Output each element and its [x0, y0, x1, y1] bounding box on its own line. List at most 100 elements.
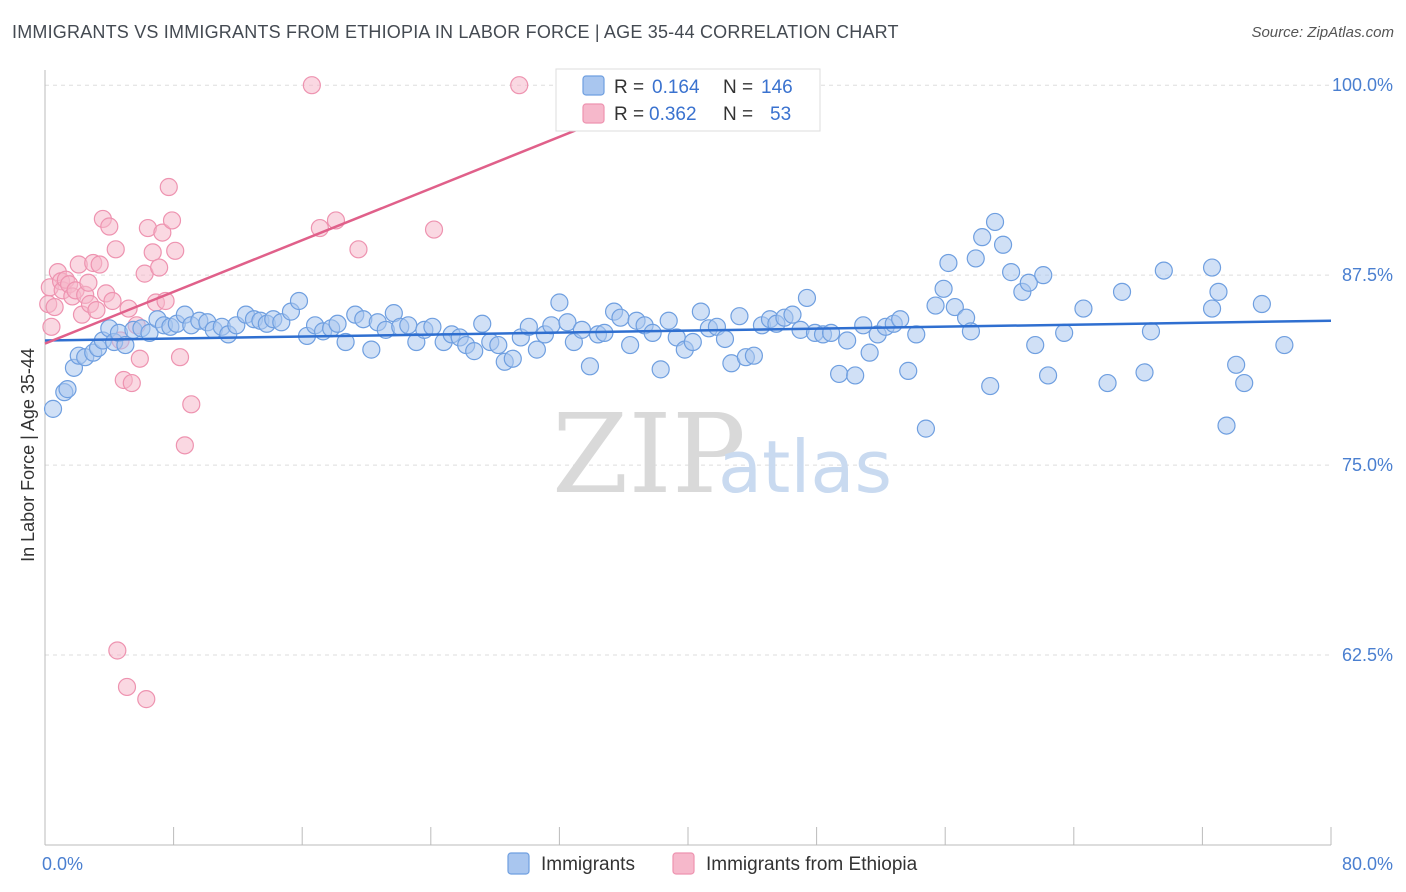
immigrants-point: [1235, 373, 1254, 393]
immigrants-point: [730, 307, 749, 326]
immigrants-point: [1074, 299, 1093, 318]
immigrants-point: [899, 361, 918, 380]
ethiopia-point: [100, 217, 119, 236]
immigrants-point: [939, 253, 958, 273]
immigrants-point: [1209, 282, 1228, 301]
x-axis-ticks: [44, 827, 1332, 845]
legend-r-value: 0.362: [649, 104, 697, 125]
ethiopia-point: [106, 240, 125, 259]
ethiopia-point: [182, 395, 201, 414]
ethiopia-point: [122, 373, 141, 393]
watermark-zip: ZIP: [552, 390, 746, 518]
ethiopia-point: [150, 258, 169, 277]
immigrants-point: [1135, 363, 1154, 382]
immigrants-point: [891, 310, 910, 329]
immigrants-point: [830, 364, 849, 384]
x-tick-label: 0.0%: [42, 854, 83, 874]
immigrants-point: [1098, 373, 1117, 393]
ethiopia-point: [79, 273, 98, 292]
immigrants-point: [503, 349, 522, 368]
immigrants-point: [744, 346, 764, 365]
immigrants-point: [1252, 294, 1271, 314]
immigrants-point: [43, 399, 63, 418]
ethiopia-point: [45, 297, 64, 317]
immigrants-point: [926, 296, 945, 315]
immigrants-point: [1141, 322, 1161, 341]
immigrants-point: [715, 329, 735, 349]
immigrants-point: [621, 335, 640, 355]
legend-r-value: 0.164: [652, 77, 700, 98]
series-legend: Immigrants Immigrants from Ethiopia: [507, 852, 918, 875]
immigrants-point: [519, 317, 538, 336]
immigrants-point: [945, 297, 964, 317]
immigrants-point: [1154, 261, 1173, 280]
immigrants-point: [651, 360, 670, 379]
legend-label-immigrants: Immigrants: [541, 854, 635, 875]
immigrants-point: [1019, 273, 1038, 292]
legend-r-label: R =: [614, 77, 644, 98]
immigrants-point: [465, 342, 484, 361]
immigrants-point: [1112, 282, 1132, 301]
x-tick-label: 80.0%: [1342, 854, 1393, 874]
immigrants-point: [558, 313, 577, 332]
y-axis-title: In Labor Force | Age 35-44: [18, 348, 38, 562]
legend-swatch-ethiopia: [672, 852, 695, 875]
immigrants-point: [542, 316, 561, 335]
immigrants-point: [966, 249, 985, 268]
immigrants-point: [838, 331, 857, 350]
ethiopia-point: [170, 348, 190, 367]
y-axis-tick-labels: 62.5% 75.0% 87.5% 100.0%: [1332, 75, 1393, 665]
ethiopia-point: [42, 317, 61, 336]
ethiopia-point: [143, 243, 162, 262]
immigrants-point: [572, 320, 592, 339]
ethiopia-point: [108, 641, 127, 660]
series-ethiopia-points: [39, 74, 575, 709]
y-tick-label: 62.5%: [1342, 645, 1393, 665]
chart-title: IMMIGRANTS VS IMMIGRANTS FROM ETHIOPIA I…: [12, 22, 899, 42]
immigrants-point: [527, 340, 546, 359]
immigrants-point: [783, 305, 802, 324]
immigrants-point: [1026, 335, 1045, 355]
legend-n-value: 146: [761, 77, 793, 98]
ethiopia-point: [424, 220, 444, 239]
ethiopia-point: [302, 76, 321, 95]
immigrants-point: [643, 323, 662, 342]
ethiopia-point: [166, 241, 185, 260]
immigrants-point: [116, 335, 135, 355]
immigrants-point: [860, 343, 879, 362]
immigrants-point: [1038, 366, 1058, 385]
immigrants-point: [1034, 266, 1053, 285]
immigrants-point: [1055, 323, 1074, 342]
legend-n-label: N =: [723, 104, 753, 125]
ethiopia-point: [510, 76, 529, 95]
immigrants-point: [1202, 299, 1222, 318]
immigrants-point: [854, 316, 873, 335]
immigrants-point: [981, 376, 1000, 396]
ethiopia-point: [175, 436, 194, 455]
ethiopia-point: [87, 300, 106, 320]
legend-n-label: N =: [723, 77, 753, 98]
legend-swatch-immigrants: [582, 75, 605, 96]
immigrants-point: [473, 314, 492, 333]
immigrants-point: [1202, 258, 1222, 277]
immigrants-point: [611, 308, 630, 327]
immigrants-point: [423, 317, 442, 336]
watermark-atlas: atlas: [718, 425, 892, 509]
ethiopia-point: [90, 255, 109, 274]
immigrants-point: [821, 323, 841, 342]
immigrants-point: [1275, 335, 1294, 355]
immigrants-point: [289, 291, 309, 311]
immigrants-point: [399, 316, 418, 335]
ethiopia-point: [117, 677, 137, 697]
legend-label-ethiopia: Immigrants from Ethiopia: [706, 854, 918, 875]
immigrants-point: [683, 332, 702, 352]
y-tick-label: 87.5%: [1342, 265, 1393, 285]
ethiopia-point: [130, 349, 149, 368]
stats-legend: R = 0.164 N = 146 R = 0.362 N = 53: [555, 68, 821, 132]
ethiopia-point: [159, 177, 178, 197]
legend-n-value: 53: [770, 104, 791, 125]
immigrants-point: [916, 419, 936, 438]
immigrants-point: [328, 314, 347, 333]
immigrants-point: [797, 288, 817, 308]
